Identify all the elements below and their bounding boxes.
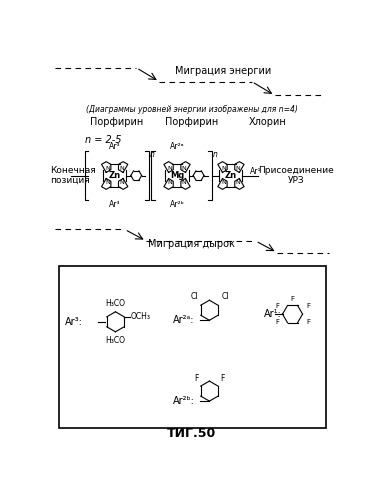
Text: F: F	[306, 304, 310, 310]
Text: N: N	[236, 180, 240, 185]
Text: N: N	[168, 166, 172, 171]
Text: Mg: Mg	[170, 171, 184, 180]
Text: Ar³: Ar³	[109, 200, 120, 209]
Text: F: F	[291, 296, 295, 302]
Text: N: N	[182, 180, 186, 185]
Text: Порфирин: Порфирин	[165, 117, 218, 127]
Text: (Диаграммы уровней энергии изображены для n=4): (Диаграммы уровней энергии изображены дл…	[86, 104, 298, 114]
Text: Конечная
позиция: Конечная позиция	[50, 166, 96, 185]
Text: Хлорин: Хлорин	[248, 117, 286, 127]
Text: Ar²ᵇ:: Ar²ᵇ:	[172, 396, 194, 406]
Text: Ar²ᵇ: Ar²ᵇ	[169, 200, 184, 209]
Text: N: N	[182, 166, 186, 171]
Text: N: N	[222, 166, 226, 171]
Text: N: N	[168, 180, 172, 185]
Text: Zn: Zn	[108, 171, 121, 180]
Text: ΤИГ.50: ΤИГ.50	[167, 426, 216, 440]
Text: Ar¹: Ar¹	[250, 167, 262, 176]
Text: N: N	[119, 180, 124, 185]
Bar	[59, 266, 327, 428]
Text: N: N	[119, 166, 124, 171]
Text: F: F	[275, 304, 279, 310]
Text: N: N	[105, 180, 110, 185]
Text: N: N	[105, 166, 110, 171]
Text: n: n	[150, 150, 155, 159]
Text: Порфирин: Порфирин	[91, 117, 144, 127]
Text: n = 2-5: n = 2-5	[85, 134, 121, 144]
Text: Миграция дырок: Миграция дырок	[148, 238, 235, 248]
Text: Ar³:: Ar³:	[65, 317, 83, 327]
Text: F: F	[306, 319, 310, 325]
Text: Ar³: Ar³	[109, 142, 120, 151]
Text: Cl: Cl	[221, 292, 229, 302]
Text: Ar²ᵃ: Ar²ᵃ	[170, 142, 184, 151]
Text: Ar¹:: Ar¹:	[264, 309, 282, 319]
Text: Cl: Cl	[190, 292, 197, 302]
Text: Ar²ᵃ:: Ar²ᵃ:	[172, 316, 194, 326]
Text: H₃CO: H₃CO	[105, 336, 125, 344]
Text: N: N	[236, 166, 240, 171]
Text: n: n	[212, 150, 217, 159]
Text: Zn: Zn	[225, 171, 237, 180]
Text: F: F	[275, 319, 279, 325]
Text: Присоединение
УРЗ: Присоединение УРЗ	[258, 166, 334, 185]
Text: H₃CO: H₃CO	[105, 299, 125, 308]
Text: F: F	[194, 374, 198, 383]
Text: Миграция энергии: Миграция энергии	[175, 66, 271, 76]
Text: OCH₃: OCH₃	[130, 312, 150, 322]
Text: F: F	[220, 374, 225, 383]
Text: N: N	[222, 180, 226, 185]
